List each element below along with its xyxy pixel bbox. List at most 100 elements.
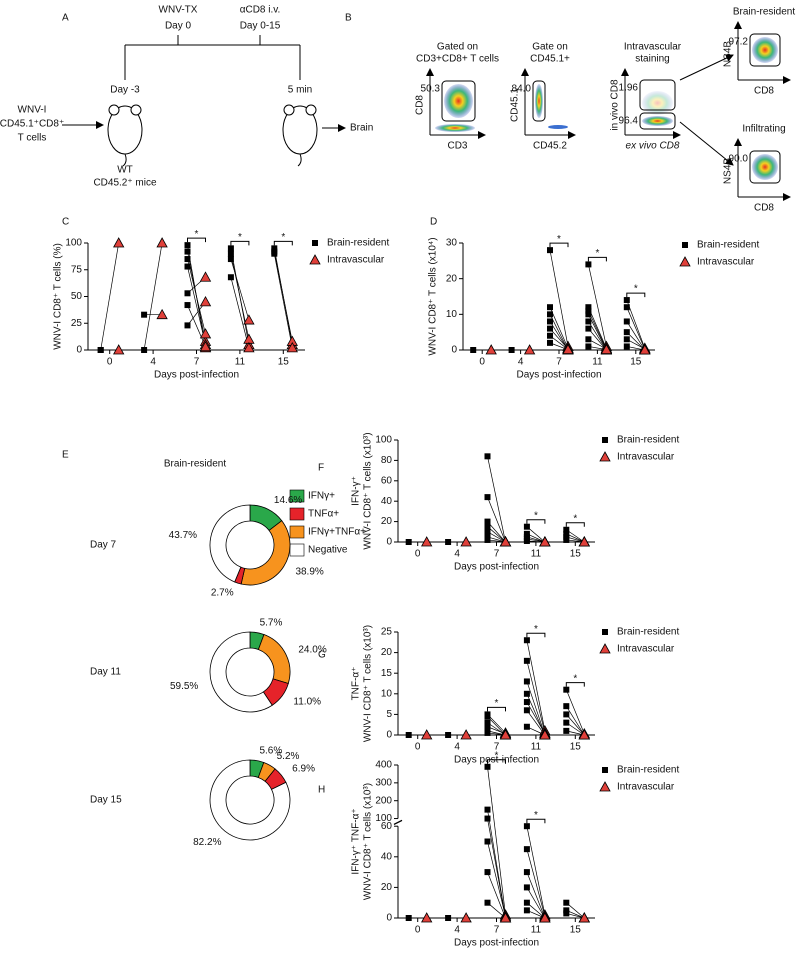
- significance-label: *: [238, 232, 242, 243]
- y-axis-title: WNV-I CD8⁺ T cells (x10³): [363, 625, 374, 742]
- pair-line: [526, 826, 546, 916]
- cell-cloud: [642, 91, 673, 115]
- y-tick-label: 60: [381, 475, 393, 486]
- y-tick-label: 10: [381, 688, 393, 699]
- point: [484, 528, 491, 535]
- point: [623, 304, 630, 311]
- point: [523, 869, 530, 876]
- point: [563, 719, 570, 726]
- point: [156, 237, 168, 248]
- x-tick-label: 11: [531, 925, 542, 936]
- x-tick-label: 4: [150, 357, 156, 368]
- y-tick-label: 0: [451, 345, 457, 356]
- y-tick-label: 20: [381, 516, 393, 527]
- y-tick-label: 100: [375, 813, 392, 824]
- pair-line: [526, 849, 546, 917]
- value-label: 5.7%: [260, 617, 283, 628]
- x-label: ex vivo CD8: [626, 141, 680, 152]
- y-tick-label: 60: [381, 821, 393, 832]
- point: [600, 343, 613, 355]
- label: CD45.1⁺CD8⁺: [0, 119, 64, 130]
- donut-segment: [257, 634, 291, 684]
- point: [271, 245, 278, 252]
- point: [484, 806, 491, 813]
- point: [227, 250, 234, 257]
- x-tick-label: 7: [494, 549, 500, 560]
- arrow: [679, 121, 734, 166]
- x-axis-title: Days post-infection: [516, 370, 601, 381]
- point: [227, 245, 234, 252]
- cell-cloud: [435, 124, 475, 132]
- legend-marker: [679, 256, 691, 267]
- plot-title: Gated on: [437, 42, 478, 53]
- point: [578, 536, 590, 547]
- point: [523, 530, 530, 537]
- significance-bracket: [565, 682, 585, 687]
- y-tick-label: 100: [375, 435, 392, 446]
- value-label: 2.7%: [211, 587, 234, 598]
- plot-title: staining: [635, 54, 669, 65]
- y-axis-title: IFN-γ⁺: [351, 476, 362, 506]
- legend-swatch: [289, 489, 305, 503]
- y-label: in vivo CD8: [610, 79, 621, 131]
- point: [484, 523, 491, 530]
- point: [184, 263, 191, 270]
- pair-line: [487, 766, 506, 915]
- point: [243, 342, 255, 353]
- plot-title: CD3+CD8+ T cells: [416, 54, 499, 65]
- value-label: 11.0%: [293, 696, 321, 707]
- y-label: CD45.1: [510, 88, 521, 122]
- x-tick-label: 11: [531, 742, 542, 753]
- point: [585, 304, 592, 311]
- point: [523, 884, 530, 891]
- y-tick-label: 0: [76, 345, 82, 356]
- x-tick-label: 7: [494, 742, 500, 753]
- mouse: [282, 104, 318, 167]
- significance-label: *: [281, 232, 285, 243]
- donut-segment: [240, 520, 291, 586]
- point: [243, 314, 255, 325]
- point: [243, 333, 255, 344]
- legend-label: Intravascular: [617, 644, 675, 655]
- legend-label: IFNγ+: [308, 491, 335, 502]
- pair-line: [549, 250, 569, 347]
- point: [499, 536, 512, 547]
- legend-label: Negative: [308, 545, 348, 556]
- significance-label: *: [634, 284, 638, 295]
- x-tick-label: 0: [479, 357, 485, 368]
- point: [484, 838, 491, 845]
- significance-label: *: [534, 510, 538, 521]
- point: [585, 261, 592, 268]
- point: [547, 304, 553, 311]
- y-tick-label: 100: [65, 238, 82, 249]
- point: [484, 533, 491, 540]
- y-tick-label: 20: [381, 882, 393, 893]
- point: [563, 533, 570, 540]
- point: [199, 296, 212, 307]
- point: [445, 539, 452, 545]
- significance-bracket: [526, 818, 546, 824]
- point: [547, 311, 553, 318]
- y-tick-label: 0: [386, 913, 392, 924]
- plot-title: Brain-resident: [733, 7, 795, 18]
- x-tick-label: 4: [454, 742, 460, 753]
- y-axis-title: WNV-I CD8⁺ T cells (x10⁴): [428, 237, 439, 355]
- point: [585, 307, 592, 314]
- cell-cloud: [752, 154, 778, 180]
- value-label: 82.2%: [193, 837, 221, 848]
- pair-line: [487, 818, 506, 919]
- point: [639, 344, 651, 355]
- point: [445, 732, 452, 738]
- significance-bracket: [487, 759, 506, 764]
- pair-line: [230, 277, 250, 348]
- significance-label: *: [573, 673, 577, 684]
- point: [585, 343, 592, 350]
- x-tick-label: 0: [415, 925, 421, 936]
- point: [199, 328, 212, 339]
- x-tick-label: 15: [278, 357, 290, 368]
- legend-label: Brain-resident: [617, 435, 679, 446]
- significance-bracket: [230, 240, 250, 246]
- point: [184, 256, 191, 263]
- y-axis-title: WNV-I CD8⁺ T cells (x10³): [363, 432, 374, 549]
